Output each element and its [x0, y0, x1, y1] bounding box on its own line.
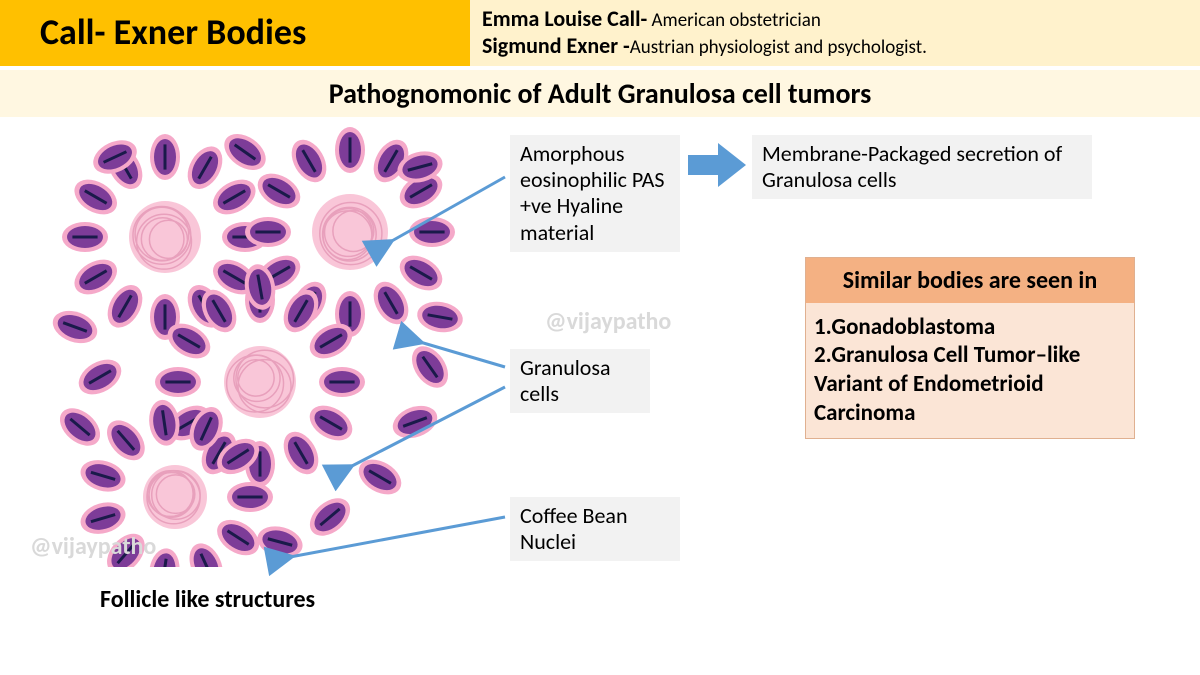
subtitle: Pathognomonic of Adult Granulosa cell tu…	[0, 70, 1200, 117]
label-granulosa: Granulosa cells	[510, 349, 650, 414]
credit1-name: Emma Louise Call-	[482, 5, 647, 32]
header: Call- Exner Bodies Emma Louise Call- Ame…	[0, 0, 1200, 66]
cell-diagram	[20, 127, 500, 567]
watermark-1: @vijaypatho	[30, 532, 156, 561]
label-hyaline: Amorphous eosinophilic PAS +ve Hyaline m…	[510, 135, 680, 253]
watermark-2: @vijaypatho	[545, 307, 671, 336]
credits-box: Emma Louise Call- American obstetrician …	[470, 0, 1200, 66]
label-secretion: Membrane-Packaged secretion of Granulosa…	[752, 135, 1092, 200]
title-box: Call- Exner Bodies	[0, 0, 470, 66]
credit-line-2: Sigmund Exner -Austrian physiologist and…	[482, 33, 1188, 60]
credit1-desc: American obstetrician	[647, 9, 821, 32]
credit-line-1: Emma Louise Call- American obstetrician	[482, 6, 1188, 33]
page-title: Call- Exner Bodies	[40, 10, 430, 54]
content-area: Follicle like structures @vijaypatho @vi…	[0, 117, 1200, 657]
label-coffee-bean: Coffee Bean Nuclei	[510, 497, 680, 562]
arrow-icon	[688, 143, 746, 187]
similar-list: 1.Gonadoblastoma 2.Granulosa Cell Tumor–…	[806, 303, 1134, 438]
similar-bodies-panel: Similar bodies are seen in 1.Gonadoblast…	[805, 257, 1135, 439]
cell-svg	[20, 127, 500, 567]
diagram-caption: Follicle like structures	[100, 585, 315, 614]
similar-heading: Similar bodies are seen in	[806, 258, 1134, 303]
credit2-name: Sigmund Exner -	[482, 32, 630, 59]
credit2-desc: Austrian physiologist and psychologist.	[630, 36, 927, 59]
